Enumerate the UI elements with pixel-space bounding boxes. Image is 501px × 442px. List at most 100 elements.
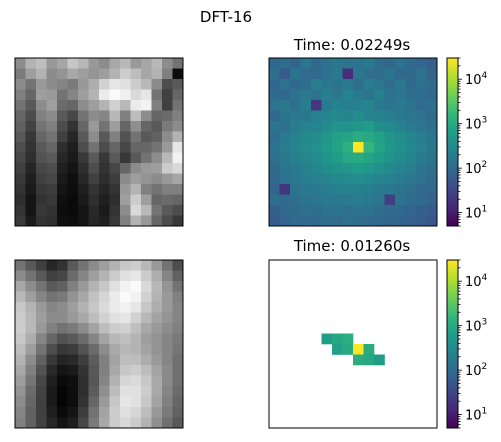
heatmap-cell bbox=[130, 407, 142, 418]
heatmap-cell bbox=[67, 344, 79, 355]
heatmap-cell bbox=[78, 281, 89, 292]
heatmap-cell bbox=[151, 110, 163, 122]
colorbar-tick-label: 102 bbox=[465, 160, 487, 177]
heatmap-cell bbox=[374, 163, 385, 174]
heatmap-cell bbox=[120, 312, 131, 324]
heatmap-cell bbox=[300, 173, 312, 185]
heatmap-cell bbox=[25, 142, 37, 153]
heatmap-cell bbox=[426, 110, 438, 122]
colorbar-frame bbox=[446, 57, 459, 227]
heatmap-cell bbox=[141, 291, 152, 303]
heatmap-cell bbox=[321, 131, 333, 143]
heatmap-cell bbox=[120, 68, 131, 80]
heatmap-cell bbox=[141, 142, 152, 153]
heatmap-cell bbox=[332, 163, 343, 174]
heatmap-cell bbox=[130, 173, 142, 185]
heatmap-cell bbox=[109, 407, 121, 418]
heatmap-cell bbox=[162, 194, 173, 206]
heatmap-cell bbox=[269, 79, 280, 90]
heatmap-cell bbox=[15, 205, 26, 216]
heatmap-cell bbox=[311, 173, 322, 185]
heatmap-cell bbox=[57, 205, 68, 216]
heatmap-cell bbox=[36, 68, 47, 80]
heatmap-cell bbox=[120, 163, 131, 174]
heatmap-cell bbox=[57, 58, 68, 69]
heatmap-cell bbox=[88, 184, 100, 195]
colorbar-tick-label: 104 bbox=[465, 71, 488, 88]
heatmap-cell bbox=[321, 163, 333, 174]
heatmap-cell bbox=[99, 365, 110, 376]
heatmap-cell bbox=[332, 184, 343, 195]
heatmap-cell bbox=[78, 79, 89, 90]
heatmap-cell bbox=[15, 344, 26, 355]
heatmap-cell bbox=[36, 100, 47, 111]
heatmap-cell bbox=[269, 152, 280, 164]
heatmap-cell bbox=[151, 396, 163, 408]
heatmap-cell bbox=[57, 110, 68, 122]
heatmap-cell bbox=[363, 215, 375, 227]
colorbar-tick-label: 103 bbox=[465, 116, 487, 133]
heatmap-cell bbox=[151, 333, 163, 345]
heatmap-cell bbox=[88, 58, 100, 69]
heatmap-cell bbox=[130, 184, 142, 195]
heatmap-cell bbox=[130, 260, 142, 271]
heatmap-cell bbox=[353, 131, 364, 143]
heatmap-cell bbox=[109, 121, 121, 132]
heatmap-cell bbox=[36, 142, 47, 153]
heatmap-cell bbox=[395, 100, 406, 111]
heatmap-cell bbox=[57, 215, 68, 227]
heatmap-cell bbox=[269, 58, 280, 69]
heatmap-cell bbox=[151, 375, 163, 387]
heatmap-cell bbox=[269, 194, 280, 206]
heatmap-cell bbox=[15, 79, 26, 90]
heatmap-cell bbox=[25, 205, 37, 216]
heatmap-cell bbox=[57, 396, 68, 408]
heatmap-cell bbox=[36, 333, 47, 345]
heatmap-cell bbox=[363, 110, 375, 122]
heatmap-cell bbox=[353, 68, 364, 80]
heatmap-cell bbox=[130, 58, 142, 69]
heatmap-cell bbox=[342, 100, 354, 111]
heatmap-cell bbox=[151, 100, 163, 111]
heatmap-cell bbox=[426, 152, 438, 164]
heatmap-cell bbox=[109, 270, 121, 282]
heatmap-cell bbox=[395, 205, 406, 216]
heatmap-cell bbox=[109, 344, 121, 355]
colorbar-tick-label: 101 bbox=[465, 407, 487, 424]
heatmap-cell bbox=[141, 79, 152, 90]
heatmap-cell bbox=[25, 163, 37, 174]
heatmap-cell bbox=[78, 365, 89, 376]
heatmap-cell bbox=[78, 194, 89, 206]
heatmap-cell bbox=[141, 121, 152, 132]
heatmap-cell bbox=[353, 152, 364, 164]
heatmap-cell bbox=[384, 121, 396, 132]
heatmap-cell bbox=[172, 365, 184, 376]
heatmap-cell bbox=[120, 58, 131, 69]
heatmap-cell bbox=[374, 100, 385, 111]
heatmap-cell bbox=[332, 131, 343, 143]
heatmap-cell bbox=[353, 184, 364, 195]
heatmap-cell bbox=[374, 68, 385, 80]
heatmap-cell bbox=[67, 407, 79, 418]
heatmap-cell bbox=[363, 184, 375, 195]
heatmap-cell bbox=[311, 131, 322, 143]
heatmap-cell bbox=[321, 333, 333, 345]
heatmap-cell bbox=[36, 260, 47, 271]
heatmap-cell bbox=[363, 79, 375, 90]
heatmap-cell bbox=[36, 291, 47, 303]
heatmap-cell bbox=[300, 121, 312, 132]
heatmap-cell bbox=[426, 184, 438, 195]
heatmap-cell bbox=[25, 68, 37, 80]
heatmap-cell bbox=[78, 89, 89, 101]
axes-frame bbox=[268, 57, 438, 227]
heatmap-cell bbox=[99, 121, 110, 132]
heatmap-cell bbox=[109, 163, 121, 174]
heatmap-cell bbox=[15, 312, 26, 324]
top-right-colorbar: 104 103 102 101 bbox=[446, 57, 488, 227]
heatmap-cell bbox=[78, 302, 89, 313]
heatmap-cell bbox=[67, 173, 79, 185]
heatmap-cell bbox=[57, 312, 68, 324]
heatmap-cell bbox=[25, 312, 37, 324]
heatmap-cell bbox=[25, 89, 37, 101]
